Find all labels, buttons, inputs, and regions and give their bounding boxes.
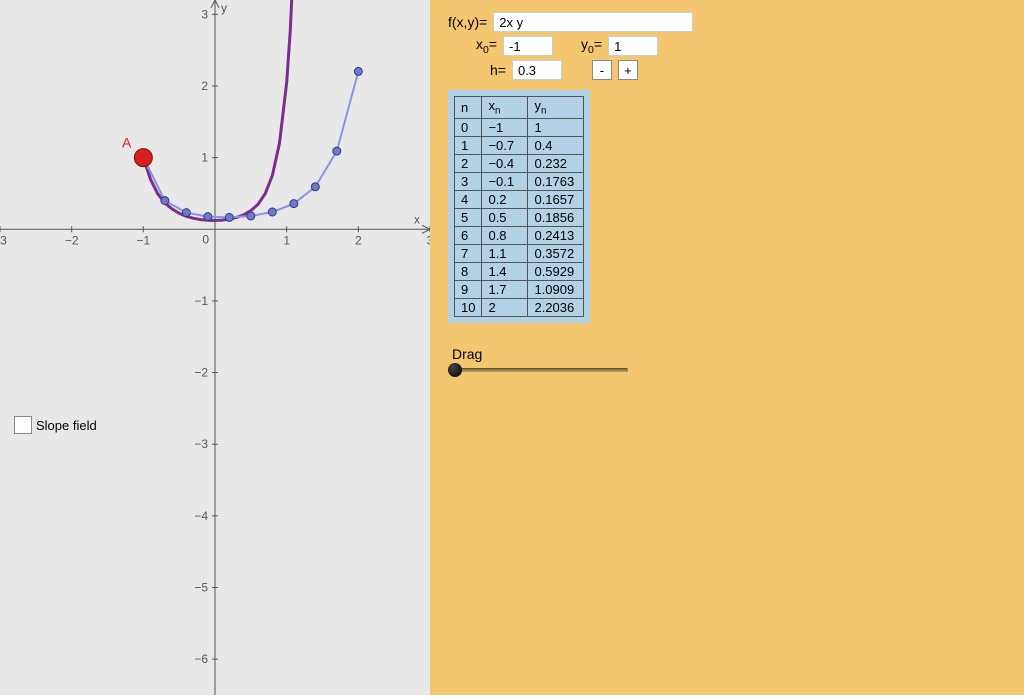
table-cell: −1 <box>482 118 528 136</box>
svg-text:x: x <box>414 212 420 226</box>
table-cell: 1.0909 <box>528 280 584 298</box>
table-cell: 0.2 <box>482 190 528 208</box>
svg-text:−4: −4 <box>194 509 208 523</box>
svg-text:−3: −3 <box>0 233 7 247</box>
svg-text:3: 3 <box>201 7 208 21</box>
table-row: 2−0.40.232 <box>455 154 584 172</box>
svg-text:−5: −5 <box>194 581 208 595</box>
table-cell: 5 <box>455 208 482 226</box>
svg-text:1: 1 <box>283 233 290 247</box>
slider-label: Drag <box>452 346 1006 362</box>
slope-field-checkbox[interactable] <box>14 416 32 434</box>
svg-text:3: 3 <box>427 233 430 247</box>
svg-text:−6: −6 <box>194 652 208 666</box>
svg-text:y: y <box>221 1 227 15</box>
data-table: nxnyn 0−111−0.70.42−0.40.2323−0.10.17634… <box>454 96 584 317</box>
svg-text:−1: −1 <box>194 294 208 308</box>
table-cell: 2 <box>482 298 528 316</box>
table-header: xn <box>482 97 528 119</box>
table-row: 0−11 <box>455 118 584 136</box>
svg-text:−2: −2 <box>65 233 79 247</box>
svg-text:−3: −3 <box>194 437 208 451</box>
table-cell: 0.3572 <box>528 244 584 262</box>
x0-label: x0= <box>476 36 497 56</box>
table-cell: 3 <box>455 172 482 190</box>
x0-input[interactable] <box>503 36 553 56</box>
table-cell: 2.2036 <box>528 298 584 316</box>
control-panel: f(x,y)= x0= y0= h= - + nxnyn 0−111−0.70.… <box>430 0 1024 695</box>
table-header: yn <box>528 97 584 119</box>
table-cell: 10 <box>455 298 482 316</box>
table-cell: 0.1657 <box>528 190 584 208</box>
table-row: 1022.2036 <box>455 298 584 316</box>
table-cell: 0.232 <box>528 154 584 172</box>
table-cell: 7 <box>455 244 482 262</box>
y0-label: y0= <box>581 36 602 56</box>
slider-track[interactable] <box>448 368 628 372</box>
table-header: n <box>455 97 482 119</box>
table-cell: 2 <box>455 154 482 172</box>
table-row: 50.50.1856 <box>455 208 584 226</box>
svg-text:A: A <box>122 135 132 151</box>
table-cell: 1.1 <box>482 244 528 262</box>
graph-panel[interactable]: x y −3 −2 −1 1 2 3 −6 −5 −4 −3 −2 −1 1 2 3 0 A Slope field <box>0 0 430 695</box>
h-plus-button[interactable]: + <box>618 60 638 80</box>
table-row: 71.10.3572 <box>455 244 584 262</box>
svg-text:−1: −1 <box>136 233 150 247</box>
y0-input[interactable] <box>608 36 658 56</box>
table-cell: 0.1856 <box>528 208 584 226</box>
table-cell: 0.1763 <box>528 172 584 190</box>
svg-text:2: 2 <box>201 79 208 93</box>
table-cell: −0.1 <box>482 172 528 190</box>
slope-field-control: Slope field <box>14 416 97 434</box>
table-cell: 1 <box>528 118 584 136</box>
table-cell: 9 <box>455 280 482 298</box>
svg-text:0: 0 <box>202 232 209 246</box>
table-row: 91.71.0909 <box>455 280 584 298</box>
table-cell: 1.4 <box>482 262 528 280</box>
table-row: 3−0.10.1763 <box>455 172 584 190</box>
function-label: f(x,y)= <box>448 14 487 30</box>
h-label: h= <box>490 62 506 78</box>
h-minus-button[interactable]: - <box>592 60 612 80</box>
table-cell: 0.8 <box>482 226 528 244</box>
table-cell: 4 <box>455 190 482 208</box>
data-table-wrap: nxnyn 0−111−0.70.42−0.40.2323−0.10.17634… <box>448 90 590 323</box>
svg-text:2: 2 <box>355 233 362 247</box>
slider-handle[interactable] <box>448 363 462 377</box>
table-cell: 0 <box>455 118 482 136</box>
table-row: 40.20.1657 <box>455 190 584 208</box>
table-cell: 6 <box>455 226 482 244</box>
table-cell: −0.4 <box>482 154 528 172</box>
table-cell: 0.2413 <box>528 226 584 244</box>
h-input[interactable] <box>512 60 562 80</box>
table-row: 1−0.70.4 <box>455 136 584 154</box>
function-input[interactable] <box>493 12 693 32</box>
table-cell: 0.5 <box>482 208 528 226</box>
svg-text:−2: −2 <box>194 366 208 380</box>
graph-svg[interactable]: x y −3 −2 −1 1 2 3 −6 −5 −4 −3 −2 −1 1 2 3 0 A <box>0 0 430 695</box>
table-cell: 0.4 <box>528 136 584 154</box>
table-cell: 1.7 <box>482 280 528 298</box>
table-cell: 1 <box>455 136 482 154</box>
svg-text:1: 1 <box>201 151 208 165</box>
table-cell: 0.5929 <box>528 262 584 280</box>
slider-wrap: Drag <box>448 346 1006 372</box>
table-cell: 8 <box>455 262 482 280</box>
table-row: 60.80.2413 <box>455 226 584 244</box>
table-cell: −0.7 <box>482 136 528 154</box>
slope-field-label: Slope field <box>36 418 97 433</box>
table-row: 81.40.5929 <box>455 262 584 280</box>
